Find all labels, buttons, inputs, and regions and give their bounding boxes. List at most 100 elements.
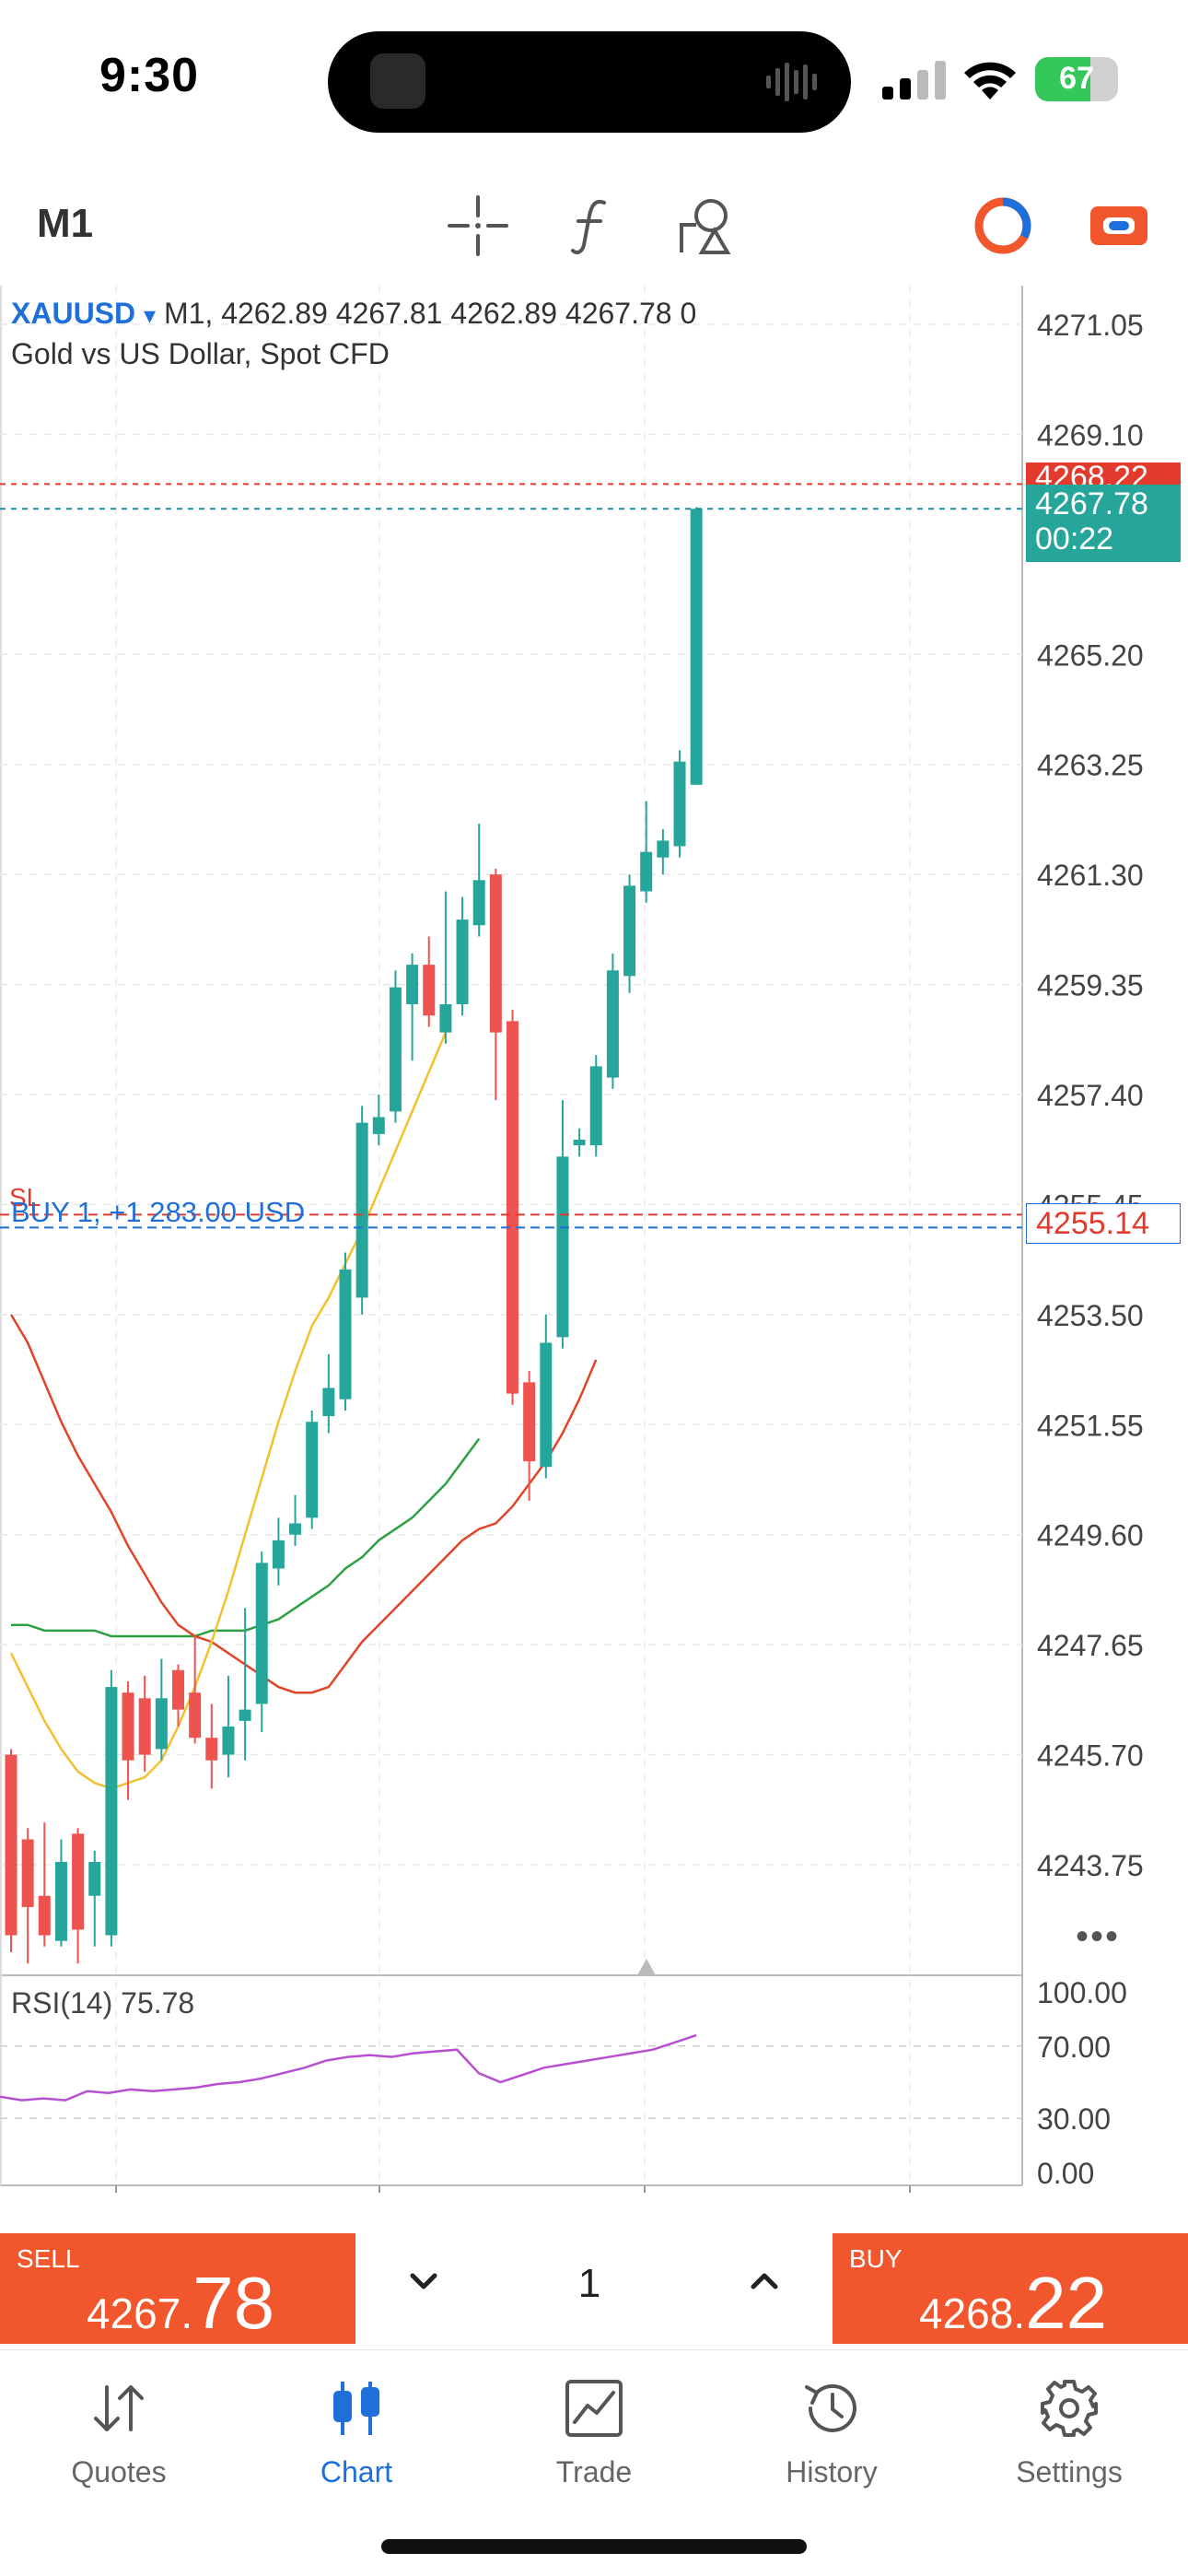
rsi-axis-label: 0.00 <box>1037 2157 1094 2190</box>
symbol-info[interactable]: XAUUSD ▾ M1, 4262.89 4267.81 4262.89 426… <box>11 297 696 331</box>
candle-bull <box>657 840 670 858</box>
crosshair-icon[interactable] <box>446 193 510 258</box>
rsi-axis-label: 30.00 <box>1037 2102 1111 2136</box>
candle-bull <box>372 1117 385 1134</box>
candle-bear <box>489 874 502 1033</box>
nav-settings[interactable]: Settings <box>950 2369 1188 2498</box>
candle-bear <box>5 1754 17 1936</box>
sell-label: SELL <box>17 2244 80 2273</box>
buy-button[interactable]: BUY 4268.22 <box>833 2233 1188 2344</box>
candle-bull <box>239 1709 251 1721</box>
volume-decrease-icon[interactable] <box>396 2254 451 2309</box>
candle-bull <box>105 1687 118 1936</box>
candle-bull <box>54 1861 67 1941</box>
candle-bull <box>690 509 703 785</box>
candle-bull <box>255 1563 268 1704</box>
candle-bull <box>439 1004 452 1033</box>
nav-history[interactable]: History <box>713 2369 950 2498</box>
price-axis-label: 4257.40 <box>1037 1079 1144 1112</box>
price-axis-label: 4259.35 <box>1037 969 1144 1002</box>
battery-icon: 67 <box>1035 57 1118 101</box>
sell-button[interactable]: SELL 4267.78 <box>0 2233 355 2344</box>
one-click-trade-bar: SELL 4267.78 1 BUY 4268.22 <box>0 2233 1188 2344</box>
price-axis-label: 4271.05 <box>1037 309 1144 342</box>
buy-label: BUY <box>849 2244 903 2273</box>
candle-bull <box>306 1422 319 1518</box>
price-chart[interactable]: 4271.05 4269.10 4265.20 4263.25 4261.30 4259.… <box>0 286 1188 2193</box>
chart-area[interactable]: 4271.05 4269.10 4265.20 4263.25 4261.30 4259.… <box>0 286 1188 2193</box>
quotes-icon <box>94 2385 144 2431</box>
symbol-description: Gold vs US Dollar, Spot CFD <box>11 337 390 370</box>
status-time: 9:30 <box>99 49 200 102</box>
nav-quotes-label: Quotes <box>71 2455 167 2488</box>
stop-loss-label: SL <box>9 1183 41 1212</box>
candle-bear <box>189 1692 202 1739</box>
bottom-navigation: Quotes Chart Trade History <box>0 2349 1188 2576</box>
rsi-axis-label: 70.00 <box>1037 2031 1111 2064</box>
timeframe-button[interactable]: M1 <box>37 201 94 246</box>
symbol-name[interactable]: XAUUSD <box>11 297 136 330</box>
price-axis-label: 4249.60 <box>1037 1519 1144 1552</box>
candle-bull <box>540 1342 553 1468</box>
nav-settings-label: Settings <box>1016 2455 1123 2488</box>
sell-price: 4267.78 <box>87 2262 275 2344</box>
price-axis-label: 4269.10 <box>1037 418 1144 451</box>
history-icon <box>805 2383 856 2432</box>
symbol-dropdown-icon[interactable]: ▾ <box>144 301 157 329</box>
candle-bull <box>272 1540 285 1569</box>
nav-quotes[interactable]: Quotes <box>0 2369 238 2498</box>
volume-increase-icon[interactable] <box>737 2254 792 2309</box>
objects-icon[interactable] <box>674 193 739 258</box>
trade-indicator-icon[interactable] <box>971 193 1035 258</box>
chart-shift-marker <box>637 1959 656 1975</box>
nav-trade-label: Trade <box>555 2455 633 2488</box>
candle-bull <box>673 761 686 847</box>
ohlc-values: M1, 4262.89 4267.81 4262.89 4267.78 0 <box>163 297 697 330</box>
moving-average-yellow <box>9 1032 448 1790</box>
candle-bear <box>172 1669 184 1710</box>
position-label[interactable]: BUY 1, +1 283.00 USD <box>11 1196 306 1228</box>
app-activity-icon <box>370 53 425 109</box>
moving-average-red <box>9 1314 598 1694</box>
candle-bull <box>289 1523 302 1535</box>
function-icon[interactable] <box>560 193 624 258</box>
candle-bull <box>322 1388 335 1417</box>
nav-chart[interactable]: Chart <box>238 2369 475 2498</box>
toggle-icon[interactable] <box>1087 193 1151 258</box>
more-options-icon[interactable]: ••• <box>1076 1916 1121 1957</box>
nav-trade[interactable]: Trade <box>475 2369 713 2498</box>
price-axis-label: 4245.70 <box>1037 1739 1144 1773</box>
candle-bear <box>423 965 436 1016</box>
bid-timer: 00:22 <box>1035 521 1114 556</box>
candle-bull <box>389 987 402 1112</box>
chart-toolbar: M1 <box>0 175 1188 276</box>
candle-bull <box>456 919 469 1005</box>
price-axis-label: 4265.20 <box>1037 638 1144 672</box>
volume-input[interactable]: 1 <box>577 2261 601 2306</box>
candle-bull <box>155 1698 168 1750</box>
rsi-axis-label: 100.00 <box>1037 1976 1127 2009</box>
candle-bull <box>339 1269 352 1399</box>
candle-bear <box>122 1692 134 1761</box>
price-axis-label: 4263.25 <box>1037 749 1144 782</box>
price-axis-label: 4251.55 <box>1037 1409 1144 1442</box>
candle-bull <box>640 851 653 892</box>
price-axis-label: 4247.65 <box>1037 1629 1144 1662</box>
candle-bear <box>72 1833 85 1930</box>
battery-level: 67 <box>1059 61 1094 96</box>
dynamic-island <box>328 31 851 133</box>
audio-wave-icon <box>766 63 817 101</box>
price-axis-label: 4243.75 <box>1037 1849 1144 1882</box>
candle-bull <box>472 880 485 926</box>
chart-icon <box>333 2382 379 2435</box>
rsi-label: RSI(14) 75.78 <box>11 1986 195 2020</box>
nav-chart-label: Chart <box>320 2455 393 2488</box>
home-indicator <box>381 2539 807 2554</box>
candle-bull <box>589 1066 602 1146</box>
wifi-icon <box>964 62 1016 100</box>
candle-bull <box>88 1861 101 1896</box>
bid-price: 4267.78 <box>1035 486 1148 521</box>
candle-bull <box>606 970 619 1078</box>
status-bar: 9:30 67 <box>0 0 1188 157</box>
candle-bear <box>205 1738 218 1761</box>
